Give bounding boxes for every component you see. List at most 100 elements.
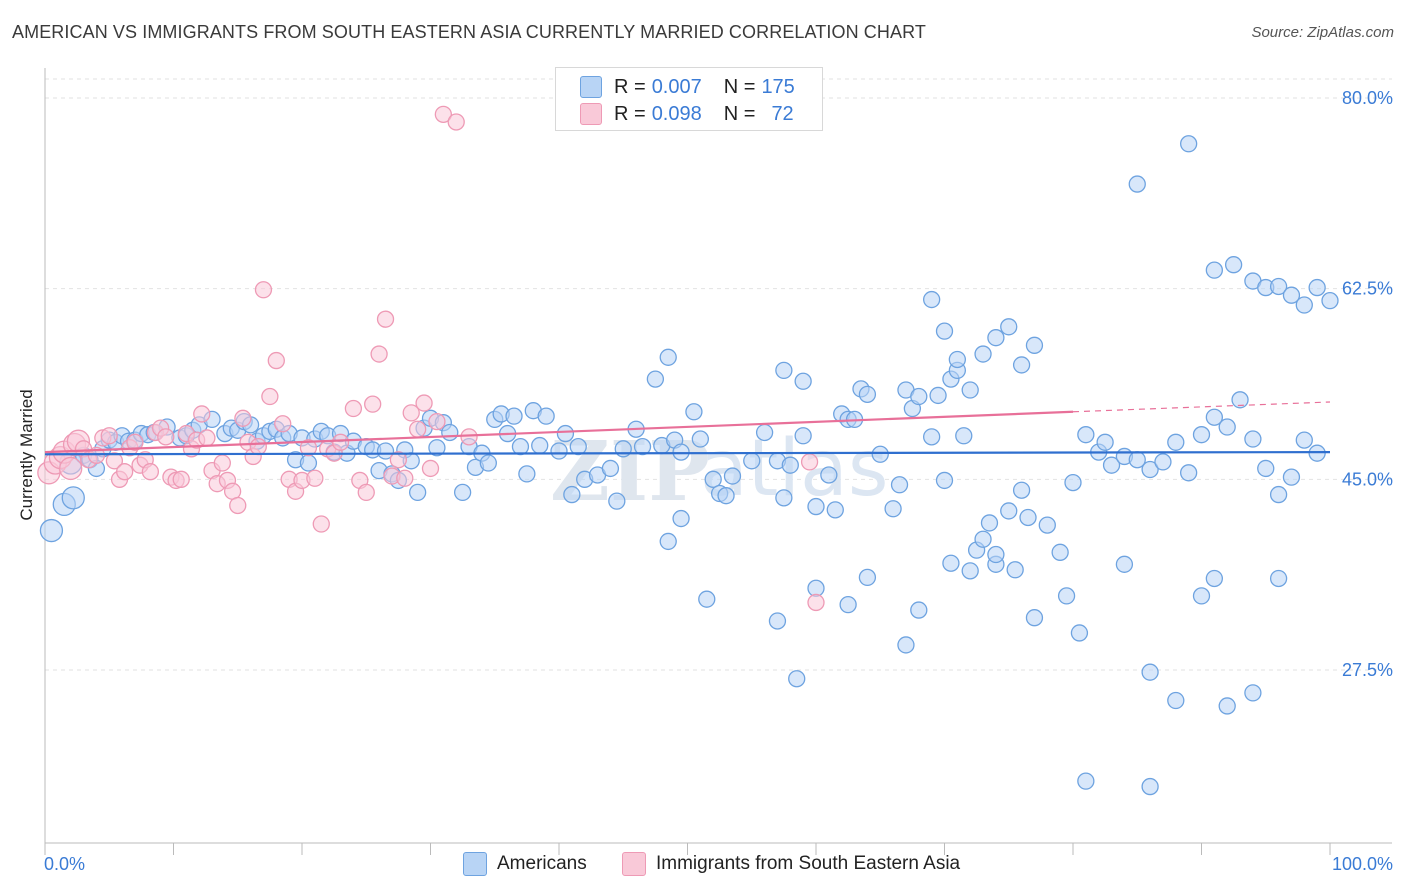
- data-point: [249, 437, 267, 456]
- r-value: 0.098: [651, 102, 702, 125]
- data-point: [1218, 418, 1236, 436]
- data-point: [768, 612, 787, 630]
- data-point: [1231, 391, 1249, 409]
- data-point: [691, 430, 709, 448]
- axes: [44, 68, 1392, 855]
- data-point: [116, 463, 134, 481]
- trend-lines: [44, 401, 1331, 456]
- data-point: [370, 345, 388, 363]
- immigrants-trend-line: [44, 410, 1074, 454]
- data-point: [955, 427, 973, 445]
- x-tick-label-max: 100.0%: [1332, 854, 1393, 874]
- data-point: [141, 463, 160, 481]
- data-point: [415, 394, 433, 412]
- data-point: [408, 420, 427, 438]
- data-point: [357, 483, 375, 502]
- data-point: [1205, 408, 1223, 426]
- data-point: [987, 545, 1005, 564]
- r-label: R =: [614, 102, 646, 125]
- data-point: [646, 370, 665, 388]
- data-point: [1295, 431, 1313, 449]
- data-point: [1141, 777, 1159, 796]
- data-point: [858, 568, 877, 587]
- data-point: [890, 476, 909, 494]
- data-point: [1205, 261, 1223, 279]
- data-point: [1192, 587, 1211, 605]
- data-point: [935, 471, 954, 490]
- y-tick-label: 80.0%: [1342, 88, 1393, 108]
- data-point: [261, 387, 279, 406]
- data-point: [1269, 485, 1288, 504]
- immigrants-trend-extension: [1072, 401, 1331, 413]
- grid-lines: [45, 78, 1392, 671]
- data-point: [157, 428, 175, 446]
- data-point: [608, 492, 626, 510]
- data-point: [1167, 691, 1185, 710]
- immigrants-points: [37, 105, 825, 612]
- data-point: [364, 395, 382, 413]
- data-point: [105, 452, 124, 470]
- data-point: [254, 281, 273, 299]
- data-point: [306, 469, 324, 487]
- data-point: [331, 433, 350, 451]
- data-point: [1282, 468, 1301, 486]
- data-point: [897, 636, 915, 654]
- data-point: [434, 105, 453, 123]
- data-point: [717, 487, 735, 505]
- data-point: [518, 465, 536, 483]
- data-point: [344, 399, 363, 418]
- data-point: [1064, 473, 1082, 492]
- data-point: [299, 439, 318, 457]
- data-point: [531, 436, 549, 455]
- data-point: [389, 451, 408, 469]
- data-point: [376, 310, 395, 328]
- data-point: [1218, 697, 1236, 715]
- data-point: [563, 485, 581, 504]
- data-point: [987, 329, 1005, 347]
- data-point: [923, 290, 941, 309]
- data-point: [198, 429, 216, 447]
- stats-legend: R = 0.007 N = 175 R = 0.098 N = 72: [555, 67, 823, 131]
- r-label: R =: [614, 75, 646, 98]
- data-point: [980, 514, 999, 532]
- data-point: [569, 437, 587, 456]
- data-point: [858, 385, 877, 404]
- data-point: [755, 423, 774, 442]
- data-point: [87, 446, 106, 465]
- data-point: [511, 437, 530, 456]
- data-point: [659, 532, 677, 551]
- data-point: [910, 601, 928, 619]
- legend-row-americans: R = 0.007 N = 175: [580, 75, 795, 99]
- data-point: [408, 483, 427, 502]
- n-value: 72: [771, 102, 794, 125]
- data-point: [1012, 356, 1031, 374]
- data-point: [1038, 516, 1056, 534]
- data-point: [441, 423, 459, 442]
- americans-legend-swatch: [463, 852, 487, 876]
- data-point: [788, 670, 806, 688]
- data-point: [781, 456, 799, 474]
- data-point: [633, 437, 652, 456]
- y-tick-label: 45.0%: [1342, 469, 1393, 489]
- data-point: [826, 501, 844, 519]
- data-point: [974, 345, 992, 363]
- data-point: [910, 387, 928, 406]
- americans-trend-line: [44, 450, 1331, 456]
- data-point: [1000, 318, 1018, 336]
- data-point: [672, 509, 690, 528]
- r-value: 0.007: [651, 75, 702, 98]
- data-point: [39, 518, 64, 543]
- data-point: [1077, 426, 1095, 444]
- data-point: [396, 469, 414, 487]
- data-point: [685, 403, 703, 421]
- data-point: [453, 483, 472, 502]
- data-point: [537, 407, 555, 425]
- data-point: [61, 486, 85, 510]
- data-point: [942, 554, 960, 572]
- data-point: [274, 415, 292, 433]
- legend-immigrants: Immigrants from South Eastern Asia: [622, 852, 960, 876]
- y-tick-label: 27.5%: [1342, 660, 1393, 680]
- data-point: [1070, 624, 1089, 642]
- data-point: [1057, 587, 1076, 605]
- data-point: [550, 442, 568, 460]
